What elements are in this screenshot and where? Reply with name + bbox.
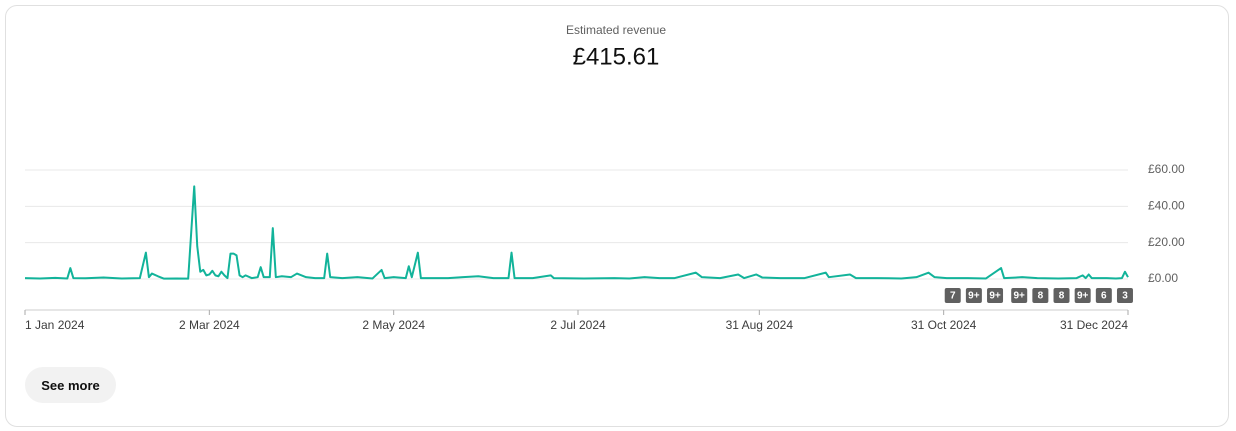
event-badge xyxy=(965,288,982,303)
x-tick-label: 31 Aug 2024 xyxy=(726,318,794,332)
card xyxy=(5,5,1229,427)
event-badge xyxy=(1116,288,1133,303)
card-title: Estimated revenue xyxy=(566,23,666,37)
x-tick-label: 2 May 2024 xyxy=(362,318,425,332)
event-badge-label: 8 xyxy=(1059,291,1065,302)
event-badge-label: 9+ xyxy=(989,291,1001,302)
event-badge xyxy=(1074,288,1091,303)
event-badge xyxy=(1011,288,1028,303)
event-badge-label: 6 xyxy=(1101,291,1107,302)
event-badge xyxy=(987,288,1004,303)
event-badge xyxy=(944,288,961,303)
revenue-line xyxy=(24,185,1129,280)
x-tick-label: 31 Dec 2024 xyxy=(1060,318,1128,332)
y-tick-label: £20.00 xyxy=(1148,235,1185,249)
y-tick-label: £60.00 xyxy=(1148,162,1185,176)
event-badge xyxy=(1032,288,1049,303)
event-badge-label: 9+ xyxy=(968,291,980,302)
event-badge xyxy=(1095,288,1112,303)
event-badge-label: 3 xyxy=(1122,291,1128,302)
total-value: £415.61 xyxy=(573,43,660,70)
y-tick-label: £0.00 xyxy=(1148,271,1178,285)
x-tick-label: 2 Mar 2024 xyxy=(179,318,240,332)
event-badge-label: 9+ xyxy=(1014,291,1026,302)
see-more-button[interactable]: See more xyxy=(25,367,116,403)
x-tick-label: 1 Jan 2024 xyxy=(25,318,85,332)
x-tick-label: 2 Jul 2024 xyxy=(550,318,606,332)
event-badge-label: 7 xyxy=(950,291,956,302)
y-tick-label: £40.00 xyxy=(1148,199,1185,213)
event-badge-label: 9+ xyxy=(1077,291,1089,302)
x-tick-label: 31 Oct 2024 xyxy=(911,318,977,332)
event-badge xyxy=(1053,288,1070,303)
event-badge-label: 8 xyxy=(1038,291,1044,302)
